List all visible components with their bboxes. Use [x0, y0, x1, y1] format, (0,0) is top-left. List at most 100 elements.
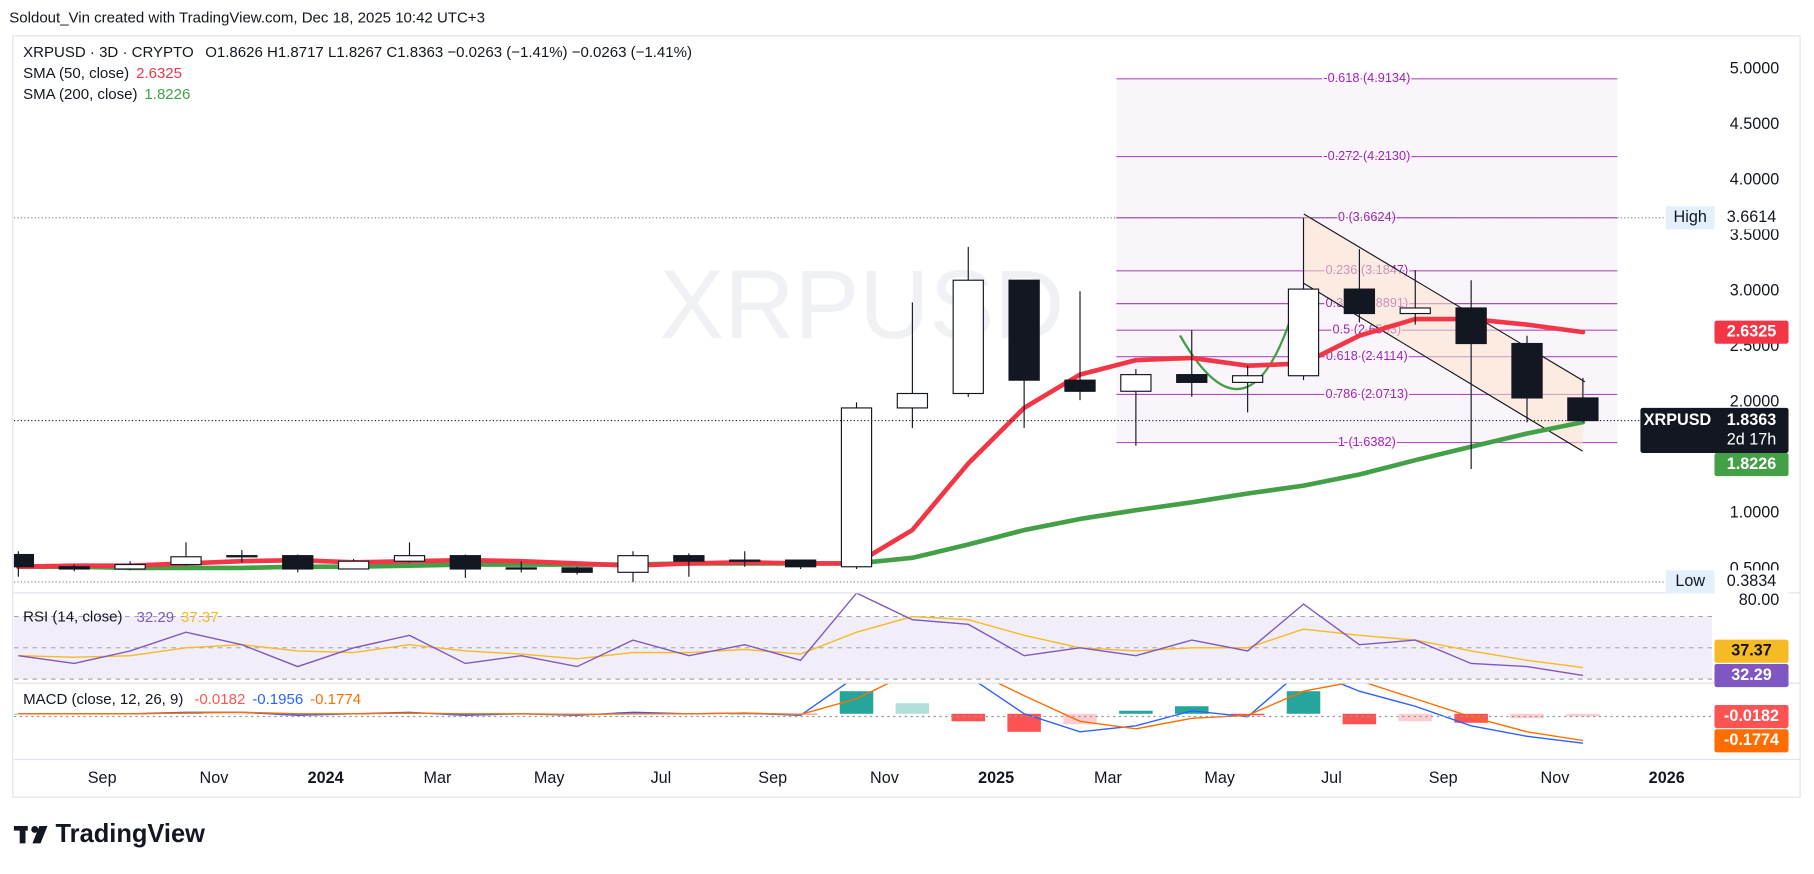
x-tick-label: 2025 — [978, 769, 1014, 787]
candle-body — [1343, 288, 1376, 315]
candle-body — [505, 567, 537, 570]
rsi-tag: 32.29 — [1731, 666, 1772, 684]
sma-tag-box — [1714, 452, 1789, 477]
x-tick-label: Jul — [1321, 769, 1342, 787]
symbol-title: XRPUSD · 3D · CRYPTO — [23, 44, 194, 61]
last-price-value: 1.8363 — [1727, 411, 1777, 429]
candle-body — [58, 566, 90, 570]
macd-histogram-bar — [1454, 713, 1488, 723]
marker-value-box — [1714, 206, 1789, 230]
macd-histogram-bar — [280, 713, 315, 716]
fib-label: 1 (1.6382) — [1338, 434, 1396, 449]
candle-body — [337, 560, 370, 570]
y-tick-label: 3.0000 — [1730, 282, 1780, 300]
rsi-tag-box — [1714, 663, 1789, 688]
rsi-tag: 37.37 — [1731, 642, 1772, 660]
macd-histogram-bar — [1119, 710, 1153, 714]
rsi-line — [18, 593, 1584, 677]
macd-legend-value: -0.1956 — [252, 691, 303, 708]
x-tick-label: May — [534, 769, 565, 787]
fib-label: -0.618 (4.9134) — [1323, 70, 1410, 85]
sma-legend-name: SMA (200, close) — [23, 86, 137, 103]
brand-name: TradingView — [56, 820, 206, 848]
fib-label: 0 (3.6624) — [1338, 209, 1396, 224]
candle-body — [1064, 379, 1096, 392]
rsi-legend: 32.29 37.37 — [137, 609, 219, 626]
marker-label: High — [1674, 208, 1707, 226]
candle-body — [617, 555, 649, 573]
x-tick-label: Mar — [423, 769, 451, 787]
sma-legend-name: SMA (50, close) — [23, 65, 129, 82]
macd-legend-value: -0.1774 — [310, 691, 361, 708]
rsi-band — [13, 616, 1713, 680]
candle-body — [952, 279, 984, 395]
rsi-tag-box — [1714, 639, 1789, 663]
y-tick-label: 3.5000 — [1730, 226, 1780, 244]
macd-line — [18, 683, 1584, 744]
last-price-box — [1640, 407, 1789, 453]
rsi-line — [18, 615, 1584, 669]
candle-body — [393, 555, 426, 562]
candle-body — [729, 559, 761, 562]
y-tick-label: 1.0000 — [1730, 504, 1780, 522]
sma-legend-value: 2.6325 — [136, 65, 182, 82]
frame — [12, 35, 1801, 798]
marker-label-box — [1665, 570, 1715, 594]
marker-value-box — [1714, 570, 1789, 594]
fib-label: 0.786 (2.0713) — [1325, 386, 1408, 401]
macd-histogram-bar — [1230, 713, 1265, 716]
logo-mark — [19, 825, 26, 844]
candle-body — [114, 563, 146, 570]
candle-body — [1455, 307, 1487, 345]
x-tick-label: Sep — [758, 769, 787, 787]
x-tick-label: Mar — [1094, 769, 1122, 787]
x-tick-label: Nov — [200, 769, 230, 787]
macd-histogram-bar — [1510, 713, 1544, 719]
x-tick-label: Nov — [1541, 769, 1571, 787]
x-tick-label: Nov — [870, 769, 900, 787]
fib-label: 0.618 (2.4114) — [1326, 348, 1408, 363]
candle-body — [449, 555, 482, 570]
brand-logo: TradingView — [13, 820, 206, 848]
macd-histogram-bar — [1398, 713, 1433, 722]
marker-value: 0.3834 — [1727, 572, 1777, 590]
marker-label: Low — [1675, 572, 1705, 590]
macd-title: MACD (close, 12, 26, 9) — [23, 691, 183, 708]
sma-tag-box — [1714, 320, 1789, 344]
last-price-countdown: 2d 17h — [1727, 431, 1777, 449]
sma-legend: SMA (200, close) 1.8226 — [23, 86, 190, 103]
candle-body — [1567, 397, 1599, 422]
rsi-pane — [13, 593, 1713, 680]
candle-body — [1120, 374, 1152, 392]
rsi-legend-value: 37.37 — [181, 609, 219, 626]
candle-body — [1008, 279, 1040, 381]
macd-histogram-bar — [1286, 691, 1321, 714]
x-tick-label: Sep — [1429, 769, 1458, 787]
candle-body — [1176, 374, 1208, 383]
rsi-legend-value: 32.29 — [137, 609, 175, 626]
y-tick-label: 5.0000 — [1730, 59, 1780, 77]
x-tick-label: Jul — [651, 769, 672, 787]
sma-legend-value: 1.8226 — [144, 86, 190, 103]
candle-body — [13, 553, 35, 568]
macd-histogram-bar — [616, 712, 650, 714]
macd-legend-value: -0.0182 — [194, 691, 245, 708]
candle-body — [561, 567, 593, 573]
candle-body — [1287, 288, 1320, 377]
candle-body — [170, 556, 202, 566]
macd-line — [18, 683, 1584, 742]
rsi-tick-label: 80.00 — [1739, 591, 1780, 609]
macd-histogram-bar — [1007, 713, 1041, 732]
macd-tag-box — [1714, 729, 1789, 753]
macd-histogram-bar — [839, 691, 874, 714]
logo-mark — [32, 825, 48, 844]
symbol-legend: XRPUSD · 3D · CRYPTO O1.8626 H1.8717 L1.8… — [23, 44, 692, 61]
y-tick-label: 4.5000 — [1730, 115, 1780, 133]
macd-histogram-bar — [1063, 713, 1097, 725]
candle-body — [1511, 342, 1543, 399]
marker-label-box — [1665, 206, 1715, 230]
candle-body — [282, 555, 314, 570]
